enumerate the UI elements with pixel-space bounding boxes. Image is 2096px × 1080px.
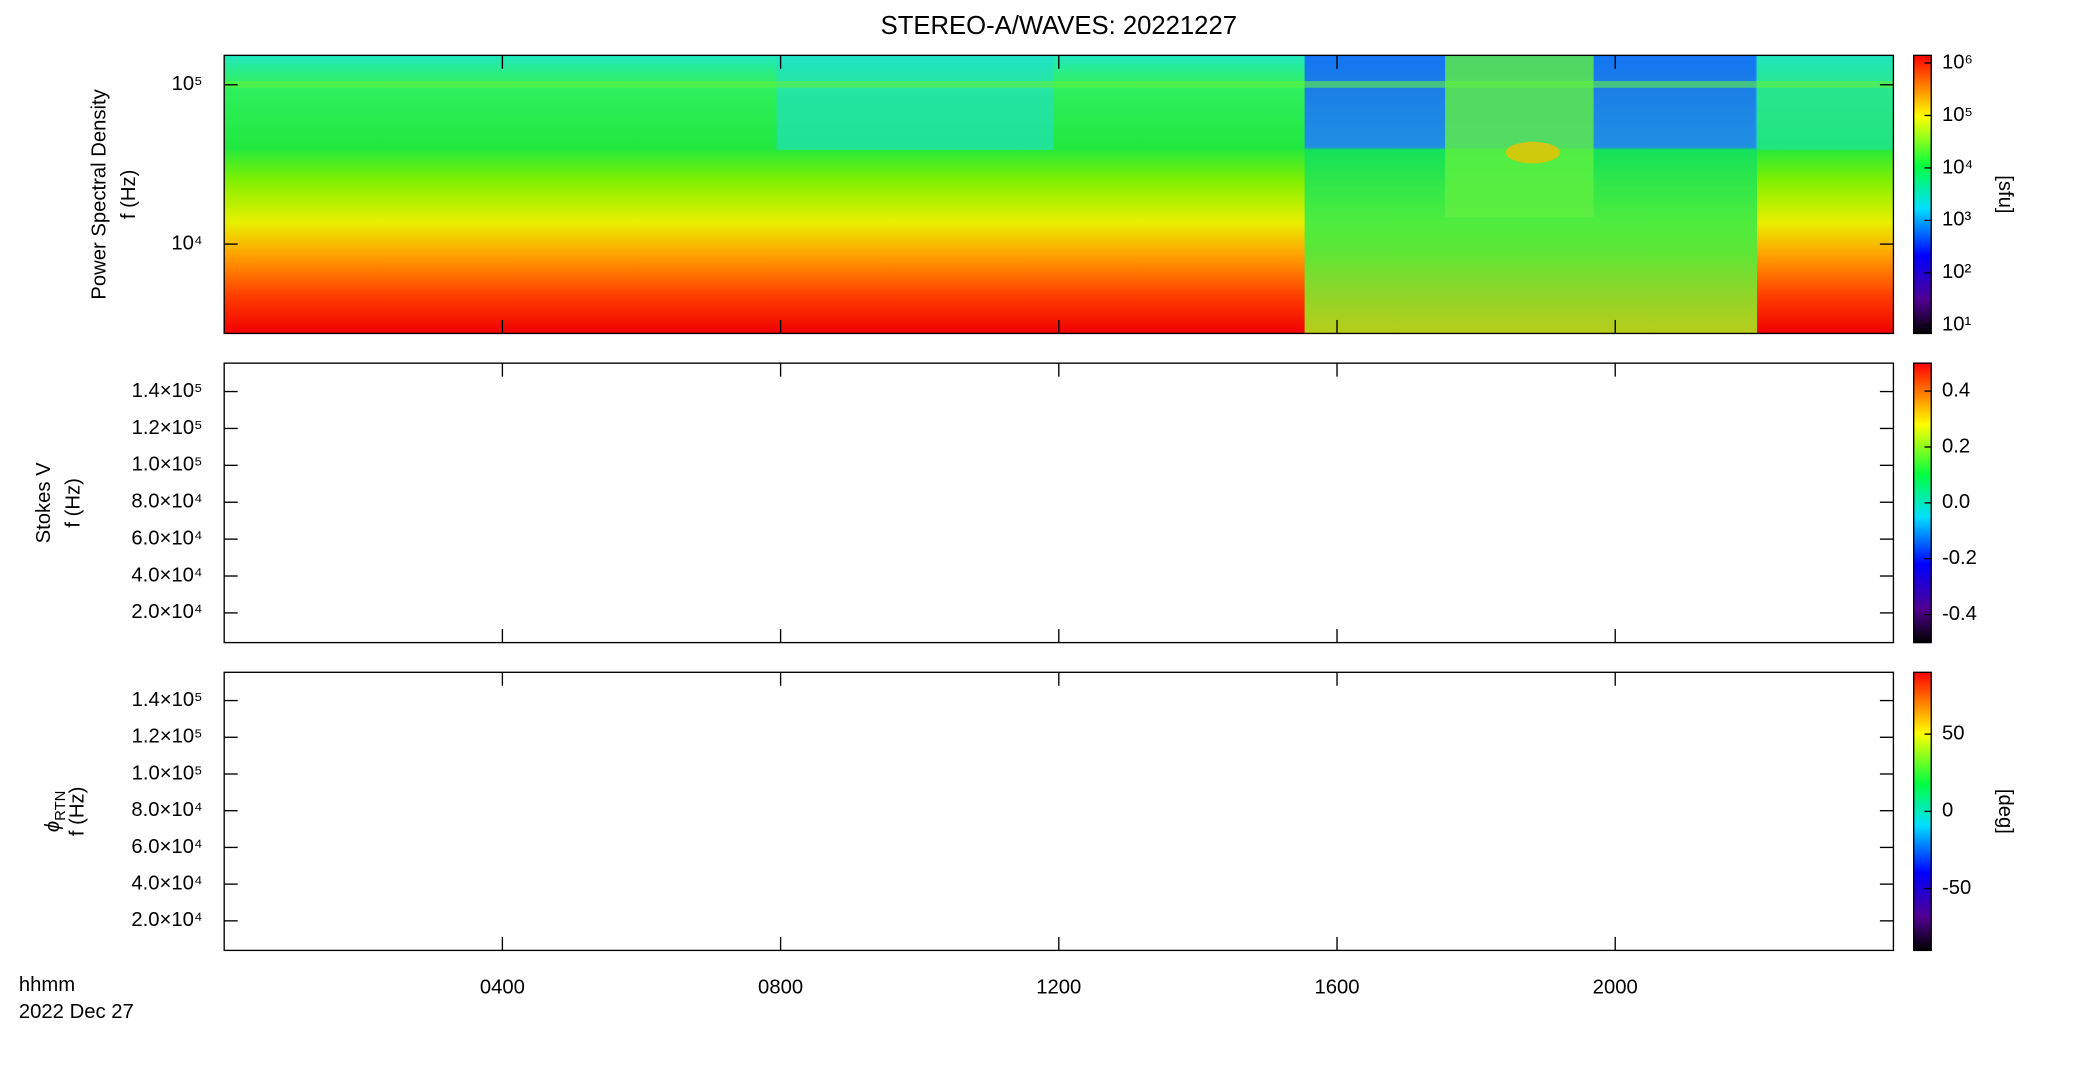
- plot-frame: [223, 362, 1895, 644]
- y-tick-label: 8.0×10⁴: [131, 491, 202, 513]
- y-axis-label: f (Hz): [118, 170, 140, 219]
- colorbar-tick-label: 0.4: [1942, 379, 1970, 401]
- x-tick-label: 1200: [1036, 977, 1081, 999]
- x-tick-label: 1600: [1314, 977, 1359, 999]
- colorbar-tick-label: 10⁶: [1942, 51, 1973, 73]
- y-axis-label: Power Spectral Density: [88, 88, 110, 299]
- y-axis-label: f (Hz): [63, 478, 85, 527]
- y-tick-label: 1.2×10⁵: [132, 726, 203, 748]
- y-tick-label: 1.4×10⁵: [132, 689, 203, 711]
- y-tick-label: 10⁵: [172, 73, 203, 95]
- y-tick-label: 10⁴: [171, 232, 202, 254]
- y-tick-label: 6.0×10⁴: [131, 527, 202, 549]
- x-tick-label: 2000: [1593, 977, 1638, 999]
- x-tick-label: 0400: [480, 977, 525, 999]
- y-tick-label: 1.0×10⁵: [132, 454, 203, 476]
- colorbar-tick-label: -0.4: [1942, 603, 1977, 625]
- colorbar-label: [deg]: [1994, 789, 2016, 834]
- y-axis-symbol: ϕ: [42, 821, 64, 832]
- x-tick-label: 0800: [758, 977, 803, 999]
- y-tick-label: 4.0×10⁴: [131, 564, 202, 586]
- x-axis-label: hhmm: [19, 974, 75, 996]
- y-tick-label: 2.0×10⁴: [131, 909, 202, 931]
- colorbar-tick-label: 50: [1942, 722, 1965, 744]
- date-label: 2022 Dec 27: [19, 1001, 134, 1023]
- colorbar-tick-label: 0.0: [1942, 491, 1970, 513]
- y-tick-label: 6.0×10⁴: [131, 836, 202, 858]
- y-tick-label: 4.0×10⁴: [131, 872, 202, 894]
- colorbar-tick-label: 0.2: [1942, 435, 1970, 457]
- plot-frame: [223, 671, 1895, 952]
- colorbar: [1913, 54, 1932, 335]
- y-tick-label: 1.2×10⁵: [132, 417, 203, 439]
- y-axis-label: Stokes V: [33, 462, 55, 544]
- y-axis-label: ϕRTN: [42, 791, 68, 833]
- y-tick-label: 1.4×10⁵: [132, 380, 203, 402]
- y-tick-label: 1.0×10⁵: [132, 762, 203, 784]
- y-tick-label: 8.0×10⁴: [131, 799, 202, 821]
- colorbar-tick-label: 10⁴: [1942, 156, 1973, 178]
- y-tick-label: 2.0×10⁴: [131, 601, 202, 623]
- colorbar-tick-label: 10²: [1942, 261, 1972, 283]
- y-axis-subscript: RTN: [53, 791, 69, 821]
- colorbar-tick-label: -0.2: [1942, 547, 1977, 569]
- colorbar-label: [sfu]: [1994, 175, 2016, 213]
- colorbar-tick-label: 10¹: [1942, 314, 1972, 336]
- colorbar-tick-label: -50: [1942, 877, 1971, 899]
- y-axis-label: f (Hz): [67, 787, 89, 836]
- colorbar-tick-label: 10⁵: [1942, 104, 1973, 126]
- colorbar-tick-label: 10³: [1942, 209, 1972, 231]
- spectrogram-image: [224, 55, 1894, 334]
- chart-title: STEREO-A/WAVES: 20221227: [881, 12, 1237, 40]
- colorbar-tick-label: 0: [1942, 800, 1953, 822]
